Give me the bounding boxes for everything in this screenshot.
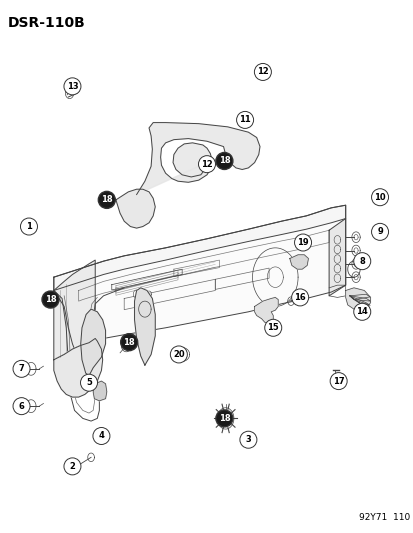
Circle shape: [13, 398, 30, 415]
Text: 20: 20: [173, 350, 184, 359]
Circle shape: [64, 458, 81, 475]
Circle shape: [120, 334, 138, 351]
Text: 12: 12: [201, 160, 212, 168]
Text: 2: 2: [69, 462, 75, 471]
Circle shape: [353, 303, 370, 320]
Text: 18: 18: [101, 196, 112, 204]
Text: 7: 7: [19, 365, 24, 373]
Text: 15: 15: [267, 324, 278, 332]
Circle shape: [370, 223, 388, 240]
Text: 10: 10: [373, 193, 385, 201]
Text: DSR-110B: DSR-110B: [8, 16, 85, 30]
Circle shape: [239, 431, 256, 448]
Polygon shape: [116, 189, 155, 228]
Polygon shape: [134, 288, 155, 365]
Circle shape: [264, 319, 281, 336]
Text: 8: 8: [358, 257, 364, 265]
Circle shape: [294, 234, 311, 251]
Polygon shape: [54, 338, 102, 397]
Text: 92Y71  110: 92Y71 110: [358, 513, 409, 522]
Text: 4: 4: [98, 432, 104, 440]
Text: 19: 19: [297, 238, 308, 247]
Circle shape: [254, 63, 271, 80]
Circle shape: [64, 78, 81, 95]
Text: 16: 16: [294, 293, 305, 302]
Circle shape: [291, 289, 308, 306]
Circle shape: [98, 191, 115, 208]
Polygon shape: [328, 219, 345, 296]
Circle shape: [329, 373, 347, 390]
Circle shape: [370, 189, 388, 206]
Circle shape: [236, 111, 253, 128]
Text: 11: 11: [239, 116, 250, 124]
Circle shape: [215, 410, 233, 427]
Circle shape: [93, 427, 110, 445]
Text: 18: 18: [218, 414, 230, 423]
Circle shape: [170, 346, 187, 363]
Text: 13: 13: [66, 82, 78, 91]
Polygon shape: [54, 205, 345, 290]
Text: 18: 18: [123, 338, 135, 346]
Circle shape: [80, 374, 97, 391]
Polygon shape: [54, 260, 95, 360]
Circle shape: [353, 253, 370, 270]
Text: 1: 1: [26, 222, 32, 231]
Circle shape: [42, 291, 59, 308]
Polygon shape: [54, 205, 345, 357]
Text: 18: 18: [45, 295, 56, 304]
Polygon shape: [254, 297, 278, 322]
Polygon shape: [93, 381, 107, 401]
Circle shape: [20, 218, 38, 235]
Text: 18: 18: [218, 157, 230, 165]
Circle shape: [198, 156, 215, 173]
Polygon shape: [81, 309, 105, 376]
Polygon shape: [345, 288, 370, 310]
Text: 6: 6: [19, 402, 24, 410]
Circle shape: [215, 152, 233, 169]
Text: 3: 3: [245, 435, 251, 444]
Polygon shape: [136, 123, 259, 195]
Circle shape: [13, 360, 30, 377]
Polygon shape: [289, 255, 308, 269]
Text: 17: 17: [332, 377, 344, 385]
Text: 5: 5: [86, 378, 92, 387]
Text: 9: 9: [376, 228, 382, 236]
Text: 12: 12: [256, 68, 268, 76]
Text: 14: 14: [356, 308, 367, 316]
